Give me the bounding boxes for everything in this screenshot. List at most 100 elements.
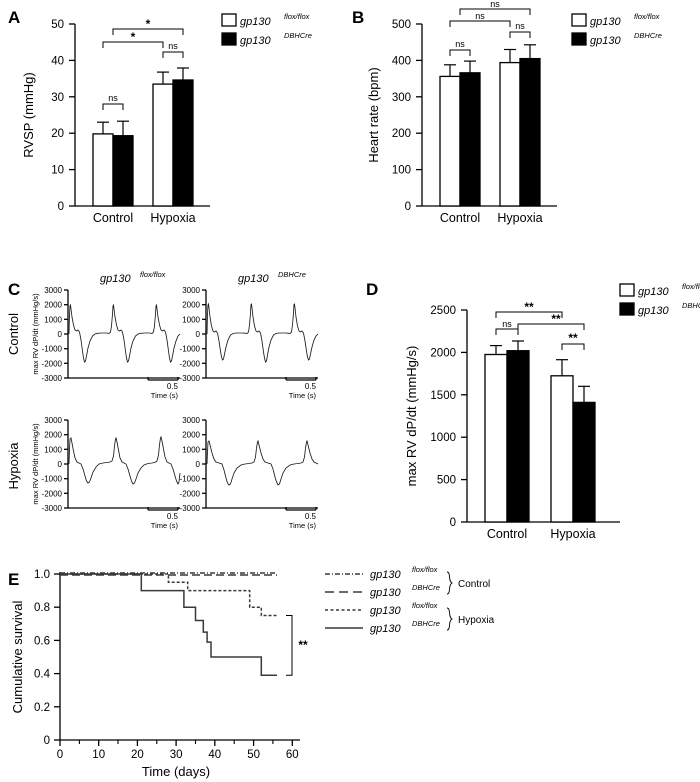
legend-label-open-sup-d: flox/flox	[682, 282, 700, 291]
panel-a-y-axis-label: RVSP (mmHg)	[21, 72, 36, 157]
svg-text:1000: 1000	[182, 445, 200, 454]
panel-e-ytick-1: 1.0	[34, 569, 50, 581]
svg-text:DBHCre: DBHCre	[278, 270, 306, 279]
panel-c-y-label-r1c1: max RV dP/dt (mmHg/s)	[31, 293, 40, 375]
panel-e-legend-label-3-base: gp130	[370, 605, 401, 617]
panel-c-trace-hypoxia-flox: 3000 2000 1000 0 -1000 -2000 -3000 max R…	[31, 416, 181, 530]
panel-d-sig-hypoxia-star: **	[561, 331, 585, 350]
svg-text:1000: 1000	[44, 445, 62, 454]
panel-letter-a: A	[8, 8, 21, 27]
svg-text:*: *	[146, 17, 151, 31]
panel-a-ytick-40: 40	[51, 55, 64, 67]
panel-e-xtick-60: 60	[286, 749, 299, 761]
panel-c-y-label-r2c1: max RV dP/dt (mmHg/s)	[31, 423, 40, 505]
svg-text:3000: 3000	[182, 416, 200, 425]
panel-e-legend-label-2-base: gp130	[370, 587, 401, 599]
legend-swatch-filled-b	[571, 32, 587, 46]
panel-e-legend-label-2-sup: DBHCre	[412, 583, 440, 592]
panel-e-x-axis-label: Time (days)	[142, 764, 210, 779]
panel-b-sig-hypoxia-ns: ns	[509, 21, 531, 38]
panel-d-category-hypoxia: Hypoxia	[550, 527, 595, 541]
panel-e-curve-hypoxia-flox	[60, 573, 277, 617]
panel-a-sig-star-2: *	[112, 17, 184, 35]
legend-swatch-open-d	[619, 283, 635, 297]
legend-label-filled-base: gp130	[240, 35, 271, 47]
panel-c-trace-control-flox: 3000 2000 1000 0 -1000 -2000 -3000 max R…	[31, 286, 181, 400]
legend-label-filled-sup-d: DBHCre	[682, 301, 700, 310]
panel-a-bar-control-flox	[92, 133, 114, 207]
panel-c-scalebar-r1c2: 0.5	[305, 382, 317, 391]
panel-e-ytick-04: 0.4	[34, 669, 51, 681]
legend-label-open-base-d: gp130	[638, 286, 669, 298]
panel-b-y-axis-label: Heart rate (bpm)	[366, 67, 381, 162]
svg-text:**: **	[551, 312, 561, 326]
panel-d-bar-hypoxia-dbhcre	[572, 401, 596, 523]
svg-text:-3000: -3000	[42, 504, 63, 513]
panel-e-brace-control	[446, 571, 454, 595]
panel-b-ytick-500: 500	[392, 19, 411, 31]
panel-b-legend: gp130 flox/flox gp130 DBHCre	[571, 12, 662, 47]
panel-b-sig-ns-cross-2: ns	[459, 0, 531, 15]
legend-label-open-sup: flox/flox	[284, 12, 310, 21]
panel-a-ytick-30: 30	[51, 92, 64, 104]
svg-text:-1000: -1000	[42, 345, 63, 354]
svg-text:*: *	[131, 30, 136, 44]
svg-text:2000: 2000	[182, 301, 200, 310]
panel-c-scalebar-r2c2: 0.5	[305, 512, 317, 521]
panel-c-x-label-r2c1: Time (s)	[151, 521, 179, 530]
panel-d-bar-hypoxia-flox	[550, 375, 574, 523]
svg-text:-2000: -2000	[42, 359, 63, 368]
panel-d-sig-dbhcre-cross: **	[517, 312, 585, 330]
panel-a-ytick-20: 20	[51, 128, 64, 140]
panel-e-ytick-08: 0.8	[34, 602, 50, 614]
panel-b-ytick-0: 0	[405, 201, 411, 213]
panel-a-ytick-10: 10	[51, 165, 64, 177]
panel-e-xtick-10: 10	[92, 749, 105, 761]
panel-e-xtick-20: 20	[131, 749, 144, 761]
panel-e-brace-label-hypoxia: Hypoxia	[458, 615, 495, 626]
panel-a-ytick-50: 50	[51, 19, 64, 31]
panel-letter-c: C	[8, 280, 21, 299]
panel-c-col-title-flox: gp130 flox/flox	[100, 270, 166, 285]
panel-a-legend: gp130 flox/flox gp130 DBHCre	[221, 12, 312, 47]
legend-label-filled-sup: DBHCre	[284, 31, 312, 40]
panel-b-sig-ns-cross-1: ns	[449, 11, 511, 27]
svg-text:ns: ns	[108, 93, 118, 103]
legend-swatch-open-b	[571, 13, 587, 27]
svg-text:2000: 2000	[44, 301, 62, 310]
panel-d-y-ticks: 2500 2000 1500 1000 500 0	[430, 305, 467, 529]
panel-d-ytick-0: 0	[450, 517, 456, 529]
panel-letter-b: B	[352, 8, 365, 27]
svg-text:-2000: -2000	[180, 489, 201, 498]
svg-text:3000: 3000	[182, 286, 200, 295]
svg-text:**: **	[524, 300, 534, 314]
svg-text:0: 0	[196, 460, 201, 469]
svg-text:**: **	[568, 331, 578, 345]
panel-b-category-hypoxia: Hypoxia	[497, 211, 542, 225]
panel-e-xtick-50: 50	[247, 749, 260, 761]
svg-text:-1000: -1000	[180, 475, 201, 484]
svg-text:ns: ns	[515, 21, 525, 31]
svg-text:1000: 1000	[182, 315, 200, 324]
legend-swatch-open	[221, 13, 237, 27]
panel-b-bar-hypoxia-dbhcre	[519, 57, 541, 207]
panel-letter-d: D	[366, 280, 379, 299]
panel-e-y-axis-label: Cumulative survival	[10, 601, 25, 714]
legend-label-filled-sup-b: DBHCre	[634, 31, 662, 40]
svg-text:0: 0	[58, 330, 63, 339]
panel-e-significance-bracket: **	[286, 615, 308, 676]
panel-e-y-ticks: 1.0 0.8 0.6 0.4 0.2 0	[34, 569, 60, 747]
panel-a-sig-control-ns: ns	[102, 93, 124, 110]
panel-b-bar-hypoxia-flox	[499, 61, 521, 207]
panel-d-ytick-2000: 2000	[430, 347, 456, 359]
panel-d-ytick-500: 500	[437, 475, 456, 487]
svg-text:ns: ns	[490, 0, 500, 9]
panel-c-x-label-r1c2: Time (s)	[289, 391, 317, 400]
legend-swatch-filled	[221, 32, 237, 46]
panel-e-ytick-02: 0.2	[34, 702, 50, 714]
panel-d-legend: gp130 flox/flox gp130 DBHCre	[619, 282, 700, 317]
svg-text:2000: 2000	[44, 431, 62, 440]
panel-a-bar-control-dbhcre	[112, 135, 134, 207]
panel-e-legend-label-1-base: gp130	[370, 569, 401, 581]
